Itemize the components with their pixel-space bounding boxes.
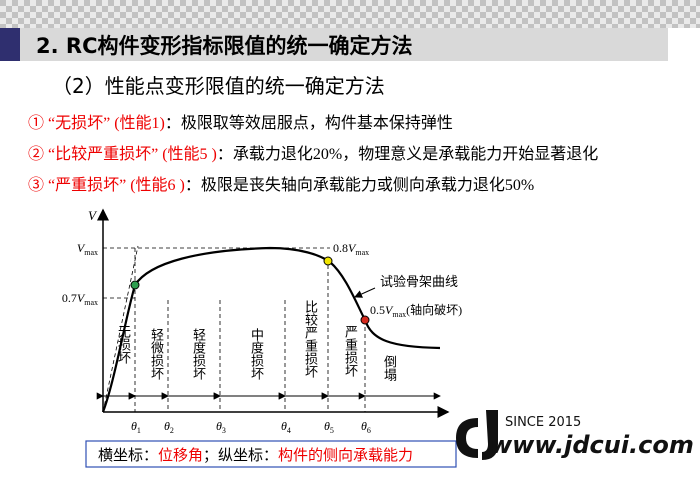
- theta-label: θ4: [281, 419, 291, 435]
- v07-label: 0.7Vmax: [62, 291, 98, 307]
- label-prefix: 0.7: [62, 291, 77, 305]
- stage-label: 无损坏: [116, 325, 131, 364]
- item: ② “比较严重损坏” (性能5 )：承载力退化20%，物理意义是承载能力开始显著…: [28, 144, 598, 163]
- caption-box: [85, 440, 457, 468]
- label-main: θ: [216, 419, 222, 433]
- caption-y-label: ；纵坐标：: [203, 447, 278, 464]
- point-yield: [130, 280, 140, 290]
- theta-label: θ1: [131, 419, 141, 435]
- label-main: V: [348, 241, 357, 255]
- logo: [456, 410, 498, 460]
- vmax-label: Vmax: [77, 241, 98, 257]
- label-sub: 2: [170, 426, 174, 435]
- caption-y-value: 构件的侧向承载能力: [278, 447, 413, 464]
- label-suffix: (轴向破坏): [406, 302, 462, 317]
- theta-label: θ6: [361, 419, 371, 435]
- label-prefix: 0.8: [333, 241, 348, 255]
- label-sub: 1: [137, 426, 141, 435]
- stage-label: 轻微损坏: [149, 328, 164, 380]
- label-main: θ: [281, 419, 287, 433]
- item: ③ “严重损坏” (性能6 )：极限是丧失轴向承载能力或侧向承载力退化50%: [28, 176, 534, 194]
- label-sub: 3: [222, 426, 226, 435]
- theta-label: θ3: [216, 419, 226, 435]
- guides: [102, 245, 366, 413]
- title-accent: [0, 28, 20, 61]
- label-main: θ: [361, 419, 367, 433]
- title: 2. RC构件变形指标限值的统一确定方法: [36, 34, 412, 58]
- caption-x-value: 位移角: [158, 447, 203, 464]
- diagram: [96, 208, 450, 418]
- label-main: V: [385, 303, 394, 317]
- label-sub: max: [392, 310, 406, 319]
- label-sub: 5: [330, 426, 334, 435]
- header-pattern: [0, 0, 700, 28]
- item: ① “无损坏” (性能1)：极限取等效屈服点，构件基本保持弹性: [28, 114, 453, 132]
- label-main: V: [77, 241, 86, 255]
- label-sub: max: [84, 248, 98, 257]
- label-main: θ: [324, 419, 330, 433]
- label-sub: 6: [367, 426, 371, 435]
- stage-label: 比较严重损坏: [303, 300, 318, 378]
- subtitle: （2）性能点变形限值的统一确定方法: [52, 74, 385, 98]
- stage-label: 轻度损坏: [191, 328, 206, 380]
- stage-label: 倒塌: [382, 355, 397, 381]
- v08-label: 0.8Vmax: [333, 241, 369, 257]
- label-sub: max: [84, 298, 98, 307]
- item-text: ：极限取等效屈服点，构件基本保持弹性: [165, 114, 453, 132]
- watermark-site: www.jdcui.com: [490, 431, 694, 459]
- caption: 横坐标：位移角；纵坐标：构件的侧向承载能力: [98, 447, 413, 464]
- label-prefix: 0.5: [370, 303, 385, 317]
- stage-label: 中度损坏: [249, 328, 264, 380]
- theta-label: θ5: [324, 419, 334, 435]
- label-pointer: [354, 287, 376, 298]
- stage-label: 严重损坏: [343, 325, 358, 377]
- curve-label: 试验骨架曲线: [380, 274, 458, 289]
- item-lead: ③ “严重损坏” (性能6 ): [28, 176, 185, 194]
- label-main: θ: [131, 419, 137, 433]
- v05-label: 0.5Vmax(轴向破坏): [370, 302, 462, 319]
- watermark-since: SINCE 2015: [505, 415, 581, 430]
- point-08: [323, 256, 333, 266]
- label-main: V: [77, 291, 86, 305]
- item-text: ：承载力退化20%，物理意义是承载能力开始显著退化: [217, 144, 598, 163]
- label-sub: max: [355, 248, 369, 257]
- y-axis-label: V: [88, 208, 98, 223]
- theta-label: θ2: [164, 419, 174, 435]
- item-lead: ① “无损坏” (性能1): [28, 114, 165, 132]
- item-text: ：极限是丧失轴向承载能力或侧向承载力退化50%: [185, 176, 534, 194]
- item-lead: ② “比较严重损坏” (性能5 ): [28, 145, 217, 163]
- label-main: θ: [164, 419, 170, 433]
- point-05: [360, 315, 370, 325]
- caption-x-label: 横坐标：: [98, 447, 158, 464]
- title-band: [20, 28, 668, 61]
- label-sub: 4: [287, 426, 291, 435]
